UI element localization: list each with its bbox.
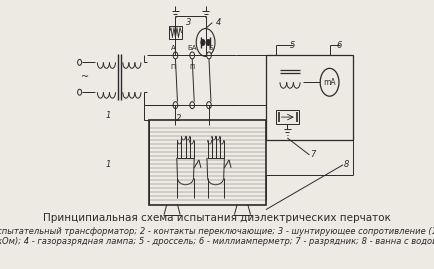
Text: 3: 3 — [186, 18, 191, 27]
Circle shape — [206, 40, 210, 45]
Text: ~: ~ — [81, 72, 89, 82]
Circle shape — [207, 52, 211, 59]
Text: 1: 1 — [106, 160, 111, 169]
Text: 7: 7 — [310, 150, 316, 160]
Bar — [169, 26, 182, 40]
Text: 4: 4 — [216, 18, 222, 27]
Text: mA: mA — [323, 78, 336, 87]
Text: Принципиальная схема испытания диэлектрических перчаток: Принципиальная схема испытания диэлектри… — [43, 213, 391, 222]
Text: 1 - испытательный трансформатор; 2 - контакты переключающие; 3 - шунтирующее соп: 1 - испытательный трансформатор; 2 - кон… — [0, 227, 434, 236]
Circle shape — [320, 68, 339, 96]
Circle shape — [201, 40, 205, 45]
Circle shape — [190, 102, 194, 109]
Circle shape — [190, 52, 194, 59]
Text: 6: 6 — [337, 41, 342, 50]
Circle shape — [207, 102, 211, 109]
Text: 5: 5 — [290, 41, 296, 50]
Text: П: П — [171, 64, 176, 70]
Text: П: П — [190, 64, 195, 70]
Circle shape — [78, 59, 82, 65]
Text: 1: 1 — [106, 111, 111, 120]
Text: кОм); 4 - газоразрядная лампа; 5 - дроссель; 6 - миллиамперметр; 7 - разрядник; : кОм); 4 - газоразрядная лампа; 5 - дросс… — [0, 237, 434, 246]
Bar — [266, 55, 353, 140]
Circle shape — [78, 89, 82, 95]
Bar — [149, 120, 266, 205]
Bar — [276, 110, 299, 124]
Text: 2: 2 — [176, 114, 181, 123]
Circle shape — [196, 29, 215, 56]
Text: БА: БА — [187, 45, 197, 51]
Circle shape — [173, 102, 178, 109]
Text: Б: Б — [209, 45, 214, 51]
Text: А: А — [171, 45, 176, 51]
Text: 8: 8 — [344, 160, 349, 169]
Circle shape — [173, 52, 178, 59]
